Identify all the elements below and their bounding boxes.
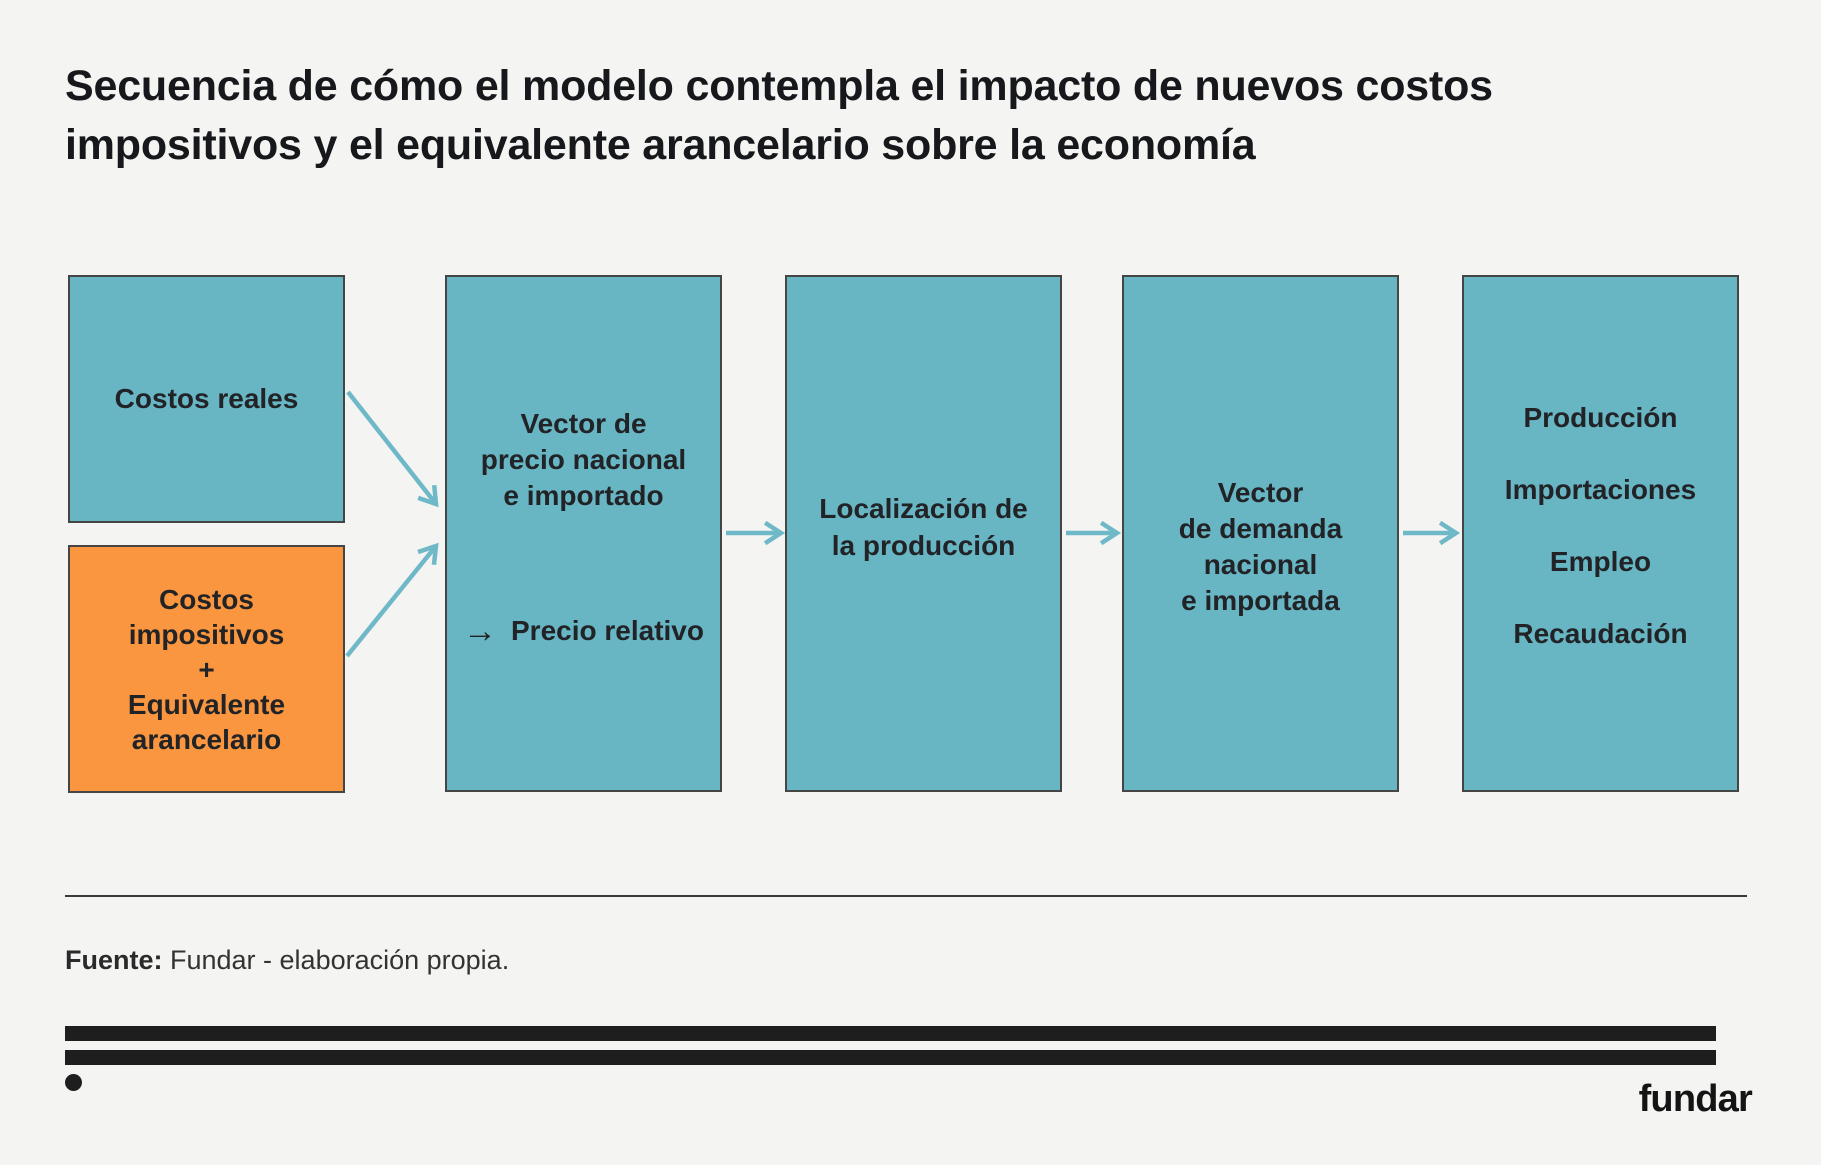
footer-divider [65,895,1747,897]
arrow-costos-reales-to-vector [346,390,439,508]
right-arrow-icon: → [463,612,497,650]
source-label: Fuente: [65,945,163,975]
box-label: Costos reales [114,383,299,414]
precio-relativo-note: → Precio relativo [447,613,720,649]
flow-box-vector-demanda: Vector de demanda nacional e importada [1122,275,1399,792]
arrow-costos-impositivos-to-vector [345,542,439,658]
flow-box-resultados: Producción Importaciones Empleo Recaudac… [1462,275,1739,792]
box-label-stack: Costos impositivos + Equivalente arancel… [127,583,286,755]
box-label-stack: Vector de precio nacional e importado [480,408,687,511]
title-line-2: impositivos y el equivalente arancelario… [65,121,1256,169]
box-label-stack: Vector de demanda nacional e importada [1178,476,1343,616]
flow-box-costos-impositivos: Costos impositivos + Equivalente arancel… [68,545,345,793]
brand-bar-bottom [65,1050,1716,1065]
fundar-logo: fundar [1638,1078,1753,1120]
flow-box-localizacion: Localización de la producción [785,275,1062,792]
source-text: Fundar - elaboración propia. [162,945,510,975]
brand-dot [65,1074,82,1091]
title-line-1: Secuencia de cómo el modelo contempla el… [65,62,1493,110]
note-label: Precio relativo [511,615,704,646]
box-label-stack: Localización de la producción [819,492,1028,561]
brand-bar-top [65,1026,1716,1041]
source-line: Fuente: Fundar - elaboración propia. [65,945,509,976]
flow-box-vector-precio: Vector de precio nacional e importado → … [445,275,722,792]
flow-box-costos-reales: Costos reales [68,275,345,523]
figure-title: Secuencia de cómo el modelo contempla el… [65,57,1493,175]
